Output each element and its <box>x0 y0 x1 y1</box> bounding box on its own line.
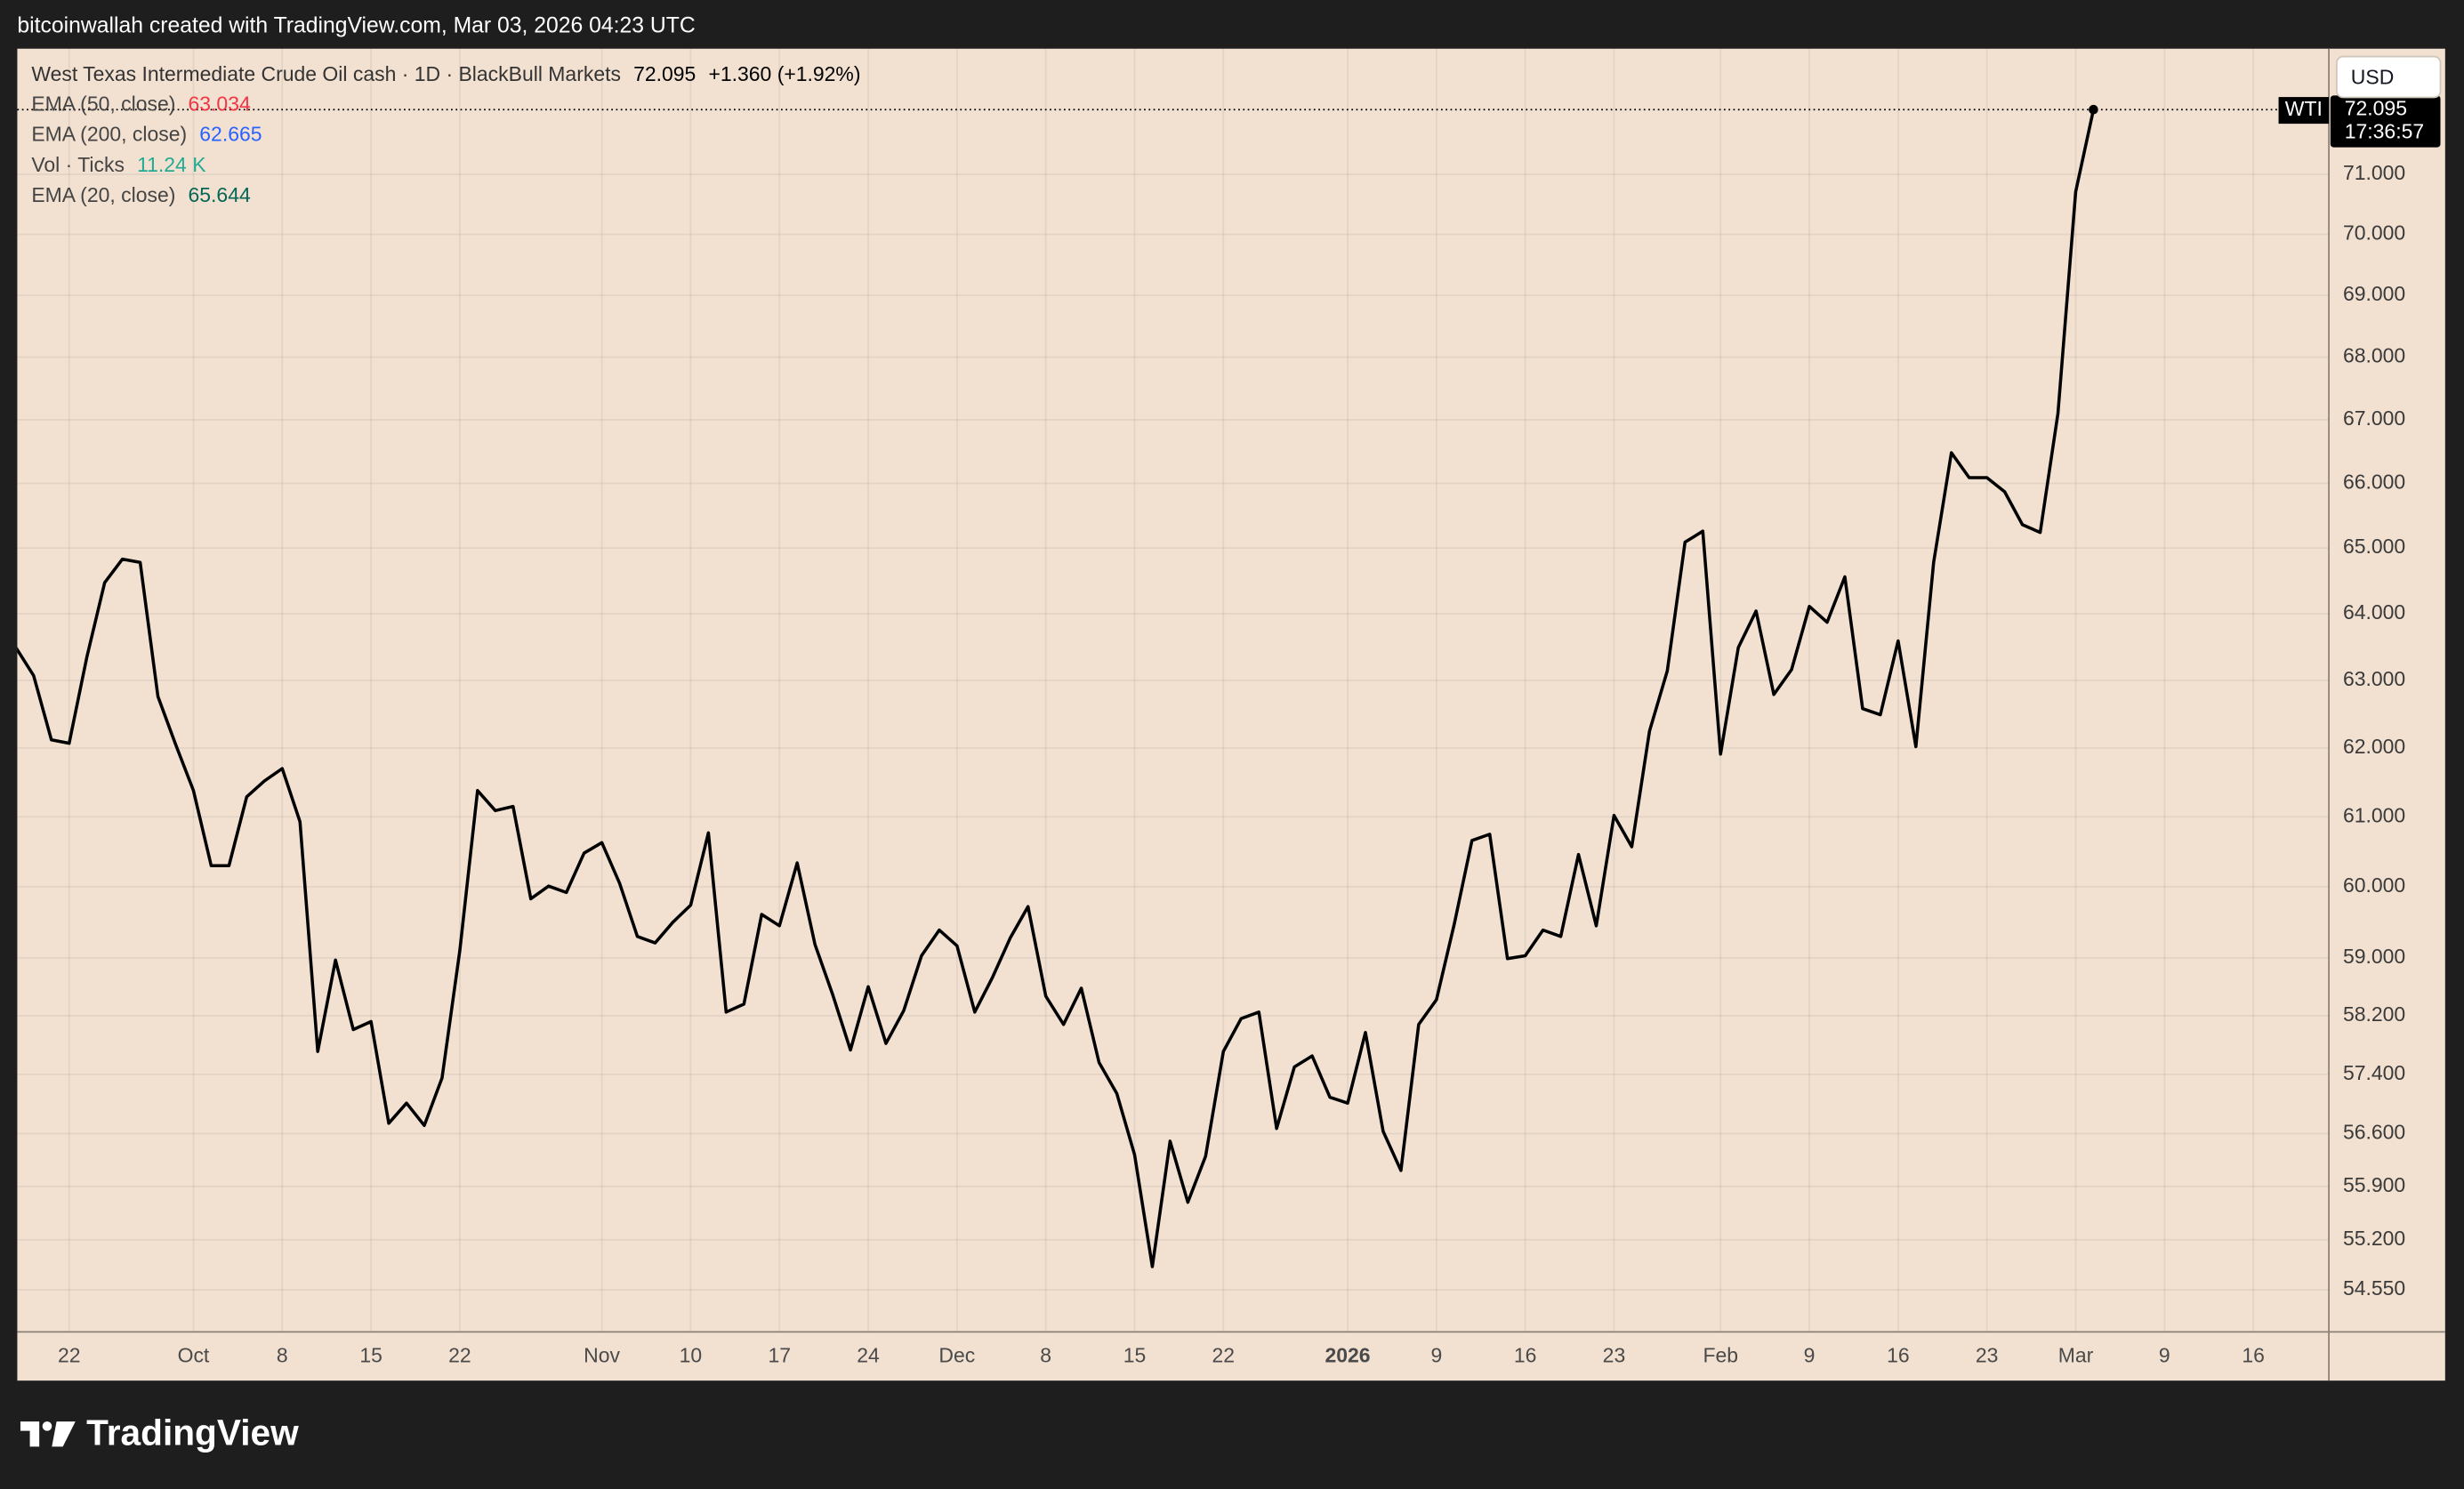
y-tick-label: 54.550 <box>2343 1276 2405 1300</box>
chart-title: West Texas Intermediate Crude Oil cash ·… <box>31 62 621 85</box>
legend-change: +1.360 (+1.92%) <box>708 62 860 85</box>
price-tag: 72.095 <box>2345 96 2407 119</box>
indicator-value: 62.665 <box>199 123 262 146</box>
y-tick-label: 60.000 <box>2343 873 2405 897</box>
x-tick-label: 10 <box>680 1344 703 1367</box>
y-tick-label: 65.000 <box>2343 535 2405 558</box>
chart-panel <box>17 48 2445 1381</box>
y-tick-label: 69.000 <box>2343 282 2405 305</box>
x-tick-label: 2026 <box>1325 1344 1370 1367</box>
countdown: 17:36:57 <box>2345 120 2424 143</box>
logo-icon <box>52 1421 76 1447</box>
currency[interactable]: USD <box>2351 65 2394 88</box>
indicator-name: Vol · Ticks <box>31 153 125 176</box>
x-tick-label: 9 <box>1804 1344 1816 1367</box>
y-tick-label: 55.900 <box>2343 1173 2405 1196</box>
y-tick-label: 61.000 <box>2343 803 2405 826</box>
x-tick-label: 22 <box>448 1344 471 1367</box>
y-tick-label: 67.000 <box>2343 406 2405 430</box>
x-tick-label: 24 <box>857 1344 880 1367</box>
price-line <box>17 109 2096 1268</box>
header-text: bitcoinwallah created with TradingView.c… <box>17 14 695 38</box>
y-tick-label: 62.000 <box>2343 735 2405 758</box>
series-tag: WTI <box>2285 97 2323 120</box>
last-price-dot <box>2089 104 2098 115</box>
indicator-value: 63.034 <box>189 92 251 115</box>
x-tick-label: Mar <box>2058 1344 2094 1367</box>
x-tick-label: 22 <box>1212 1344 1236 1367</box>
y-tick-label: 70.000 <box>2343 221 2405 245</box>
indicator-value: 11.24 K <box>137 153 206 176</box>
x-tick-label: 8 <box>277 1344 288 1367</box>
x-tick-label: 16 <box>1514 1344 1537 1367</box>
indicator-value: 65.644 <box>189 183 251 206</box>
x-tick-label: 23 <box>1603 1344 1626 1367</box>
grid <box>17 48 2330 1332</box>
x-tick-label: 9 <box>2159 1344 2170 1367</box>
x-tick-label: 16 <box>2242 1344 2265 1367</box>
series-tag-box <box>2278 97 2330 125</box>
footer-brand: TradingView <box>86 1413 299 1453</box>
y-tick-label: 56.600 <box>2343 1121 2405 1144</box>
legend-close: 72.095 <box>633 62 696 85</box>
x-tick-label: 15 <box>359 1344 382 1367</box>
x-tick-label: Feb <box>1703 1344 1738 1367</box>
y-tick-label: 63.000 <box>2343 667 2405 690</box>
y-tick-label: 68.000 <box>2343 344 2405 367</box>
logo-icon <box>42 1421 52 1431</box>
x-tick-label: 22 <box>58 1344 81 1367</box>
y-tick-label: 59.000 <box>2343 945 2405 968</box>
y-tick-label: 58.200 <box>2343 1002 2405 1026</box>
currency-box[interactable] <box>2336 55 2442 99</box>
x-tick-label: 23 <box>1976 1344 1999 1367</box>
x-tick-label: 16 <box>1887 1344 1910 1367</box>
price-tag-box <box>2330 95 2441 148</box>
x-tick-label: 9 <box>1430 1344 1442 1367</box>
indicator-name: EMA (200, close) <box>31 123 187 146</box>
labels: 71.000 70.000 69.000 68.000 67.000 66.000 65.0… <box>31 62 2441 1367</box>
x-tick-label: Dec <box>938 1344 975 1367</box>
x-tick-label: Nov <box>584 1344 620 1367</box>
y-tick-label: 55.200 <box>2343 1227 2405 1250</box>
y-tick-label: 66.000 <box>2343 471 2405 494</box>
x-tick-label: 15 <box>1123 1344 1147 1367</box>
x-tick-label: 17 <box>768 1344 791 1367</box>
plot-area <box>17 104 2330 1268</box>
y-tick-label: 71.000 <box>2343 161 2405 184</box>
x-tick-label: Oct <box>178 1344 210 1367</box>
indicator-name: EMA (50, close) <box>31 92 175 115</box>
x-tick-label: 8 <box>1040 1344 1051 1367</box>
y-tick-label: 64.000 <box>2343 600 2405 624</box>
indicator-name: EMA (20, close) <box>31 183 175 206</box>
y-tick-label: 57.400 <box>2343 1061 2405 1084</box>
